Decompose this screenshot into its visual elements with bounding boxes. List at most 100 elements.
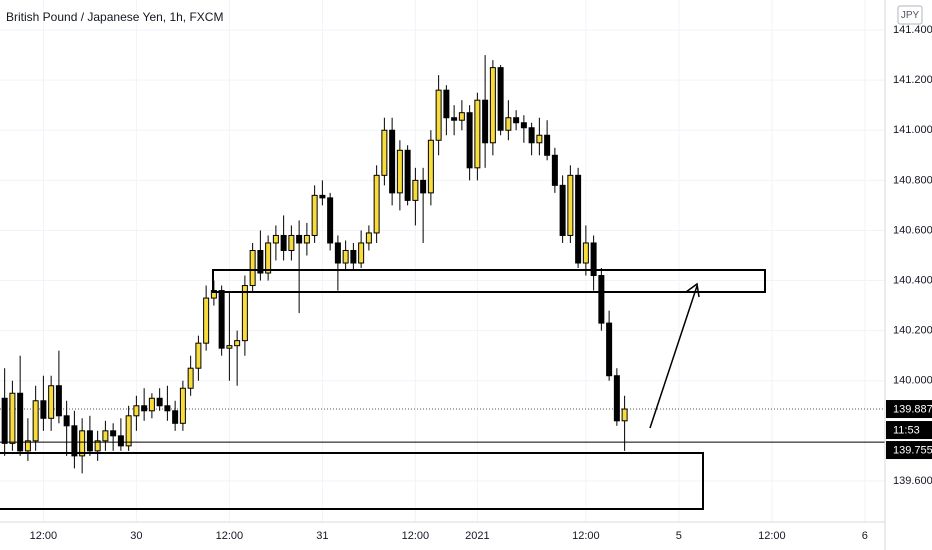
candle-body — [86, 430, 93, 452]
y-tick-label: 140.400 — [893, 274, 932, 286]
drawings — [0, 269, 766, 510]
candle-body — [55, 385, 62, 417]
candle-body — [303, 234, 310, 244]
candle-body — [32, 400, 39, 442]
candle-body — [590, 242, 597, 277]
candle-body — [613, 375, 620, 422]
candle-body — [435, 89, 442, 141]
candle-body — [249, 249, 256, 287]
candle-body — [63, 415, 70, 427]
candle-body — [79, 430, 86, 457]
candle-body — [598, 275, 605, 324]
level-price-label: 139.755 — [893, 444, 932, 456]
y-tick-label: 140.000 — [893, 375, 932, 387]
y-tick-label: 140.800 — [893, 174, 932, 186]
candle-body — [466, 112, 473, 169]
candle-body — [412, 179, 419, 201]
last-price-label: 139.887 — [893, 403, 932, 415]
candle-body — [241, 285, 248, 342]
x-tick-label: 12:00 — [402, 530, 430, 542]
x-tick-label: 5 — [676, 530, 682, 542]
candle-body — [218, 290, 225, 349]
candle-body — [9, 392, 16, 444]
candle-body — [520, 122, 527, 129]
candle-body — [203, 297, 210, 344]
candle-body — [458, 112, 465, 121]
candle-body — [319, 194, 326, 199]
candle-body — [505, 117, 512, 131]
candle-body — [559, 184, 566, 236]
candle-body — [226, 345, 233, 349]
candle-body — [110, 430, 117, 437]
zone-box — [0, 452, 704, 510]
candle-body — [489, 67, 496, 144]
candle-body — [482, 99, 489, 144]
candle-body — [1, 397, 8, 444]
candle-body — [94, 440, 101, 452]
candle-body — [451, 117, 458, 121]
candle-body — [187, 367, 194, 389]
candle-body — [272, 234, 279, 244]
candle-body — [280, 234, 287, 251]
candle-body — [172, 410, 179, 424]
candle-body — [528, 127, 535, 144]
candle-body — [125, 415, 132, 447]
x-tick-label: 12:00 — [216, 530, 244, 542]
x-tick-label: 12:00 — [758, 530, 786, 542]
candle-body — [497, 67, 504, 131]
candle-body — [396, 149, 403, 194]
candle-body — [288, 234, 295, 251]
candle-body — [265, 242, 272, 274]
candle-body — [544, 134, 551, 156]
candle-body — [234, 340, 241, 347]
candle-body — [48, 385, 55, 419]
currency-badge[interactable] — [897, 5, 923, 25]
candle-body — [389, 129, 396, 194]
x-tick-label: 6 — [862, 530, 868, 542]
y-tick-label: 140.200 — [893, 325, 932, 337]
candle-body — [117, 435, 124, 447]
axes: 141.400 141.200 141.000 140.800 140.600 140.4… — [30, 24, 932, 542]
candle-body — [373, 174, 380, 234]
candle-body — [575, 174, 582, 264]
x-tick-label: 30 — [130, 530, 142, 542]
countdown: 11:53 — [893, 424, 920, 436]
candle-body — [606, 322, 613, 377]
candles — [0, 55, 885, 474]
countdown-box — [886, 421, 932, 440]
candle-body — [474, 99, 481, 169]
y-tick-label: 140.600 — [893, 224, 932, 236]
candle-body — [334, 242, 341, 264]
candle-body — [551, 154, 558, 186]
candle-body — [582, 242, 589, 264]
last-price-label-box — [886, 400, 932, 419]
candle-body — [358, 242, 365, 264]
candle-body — [365, 232, 372, 244]
chart-title: British Pound / Japanese Yen, 1h, FXCM — [6, 10, 223, 24]
candle-body — [156, 397, 163, 407]
candle-body — [40, 400, 47, 419]
candle-body — [350, 249, 357, 264]
candle-body — [17, 392, 24, 452]
y-tick-label: 141.200 — [893, 74, 932, 86]
x-tick-label: 12:00 — [30, 530, 58, 542]
y-tick-label: 139.600 — [893, 475, 932, 487]
candle-body — [443, 89, 450, 119]
candle-body — [164, 405, 171, 412]
x-tick-label: 12:00 — [572, 530, 600, 542]
grid — [0, 0, 885, 522]
candle-body — [148, 397, 155, 412]
y-tick-label: 141.000 — [893, 124, 932, 136]
candle-body — [24, 440, 31, 452]
candle-body — [179, 387, 186, 424]
candle-body — [141, 405, 148, 412]
x-tick-label: 2021 — [465, 530, 489, 542]
candle-body — [342, 249, 349, 264]
candle-body — [427, 139, 434, 194]
candle-body — [420, 179, 427, 194]
candle-body — [513, 117, 520, 124]
y-tick-label: 141.400 — [893, 24, 932, 36]
candle-body — [257, 249, 264, 274]
